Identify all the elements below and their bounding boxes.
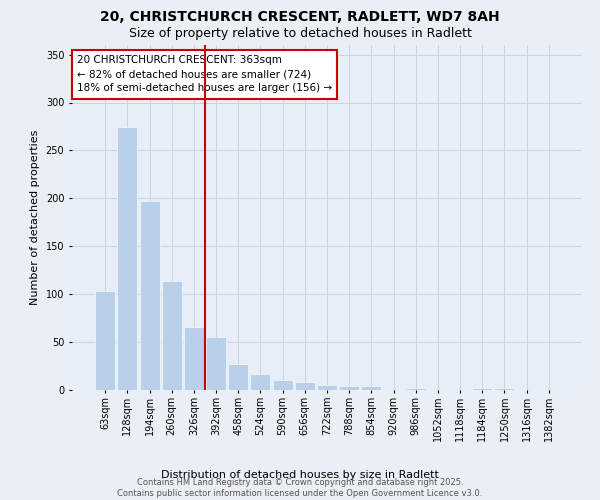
Text: 20 CHRISTCHURCH CRESCENT: 363sqm
← 82% of detached houses are smaller (724)
18% : 20 CHRISTCHURCH CRESCENT: 363sqm ← 82% o… bbox=[77, 56, 332, 94]
Bar bbox=[295, 382, 315, 390]
Text: 20, CHRISTCHURCH CRESCENT, RADLETT, WD7 8AH: 20, CHRISTCHURCH CRESCENT, RADLETT, WD7 … bbox=[100, 10, 500, 24]
Bar bbox=[406, 388, 426, 390]
Bar bbox=[206, 338, 226, 390]
Text: Size of property relative to detached houses in Radlett: Size of property relative to detached ho… bbox=[128, 28, 472, 40]
Bar bbox=[361, 386, 382, 390]
Bar bbox=[250, 374, 271, 390]
Bar bbox=[95, 292, 115, 390]
Bar bbox=[494, 388, 514, 390]
Bar bbox=[272, 380, 293, 390]
Bar bbox=[140, 201, 160, 390]
Text: Distribution of detached houses by size in Radlett: Distribution of detached houses by size … bbox=[161, 470, 439, 480]
Bar bbox=[118, 128, 137, 390]
Bar bbox=[184, 327, 204, 390]
Bar bbox=[472, 388, 492, 390]
Bar bbox=[228, 364, 248, 390]
Text: Contains HM Land Registry data © Crown copyright and database right 2025.
Contai: Contains HM Land Registry data © Crown c… bbox=[118, 478, 482, 498]
Bar bbox=[317, 385, 337, 390]
Bar bbox=[162, 281, 182, 390]
Bar bbox=[339, 386, 359, 390]
Y-axis label: Number of detached properties: Number of detached properties bbox=[30, 130, 40, 305]
